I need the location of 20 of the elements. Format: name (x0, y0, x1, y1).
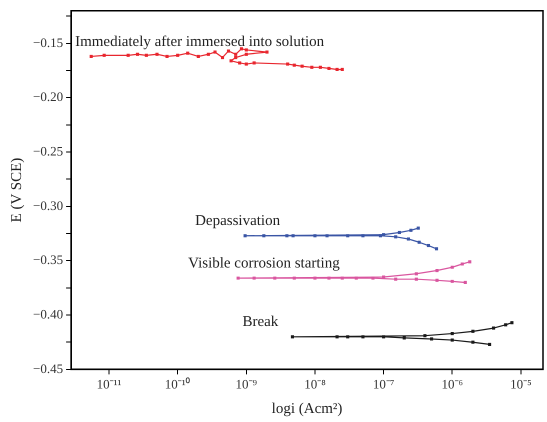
x-tick-label: 10⁻⁸ (304, 376, 326, 392)
y-tick-label: −0.40 (32, 306, 64, 322)
y-tick-label: −0.45 (32, 360, 64, 376)
y-tick-label: −0.35 (32, 252, 64, 268)
y-tick-label: −0.25 (32, 143, 64, 158)
x-tick-label: 10⁻⁵ (510, 376, 532, 392)
y-tick-label: −0.15 (32, 34, 64, 50)
series-label: Immediately after immersed into solution (75, 34, 325, 50)
x-tick-label: 10⁻¹⁰ (164, 376, 191, 392)
x-tick-label: 10⁻⁶ (441, 376, 464, 392)
y-tick-label: −0.30 (32, 198, 64, 213)
x-tick-label: 10⁻⁹ (236, 376, 258, 392)
x-tick-label: 10⁻⁷ (372, 376, 394, 392)
y-tick-label: −0.20 (32, 89, 64, 104)
x-tick-label: 10⁻¹¹ (96, 376, 122, 392)
series-label: Depassivation (195, 213, 281, 230)
y-axis-title: E (V SCE) (8, 158, 25, 222)
series-label: Break (242, 314, 279, 330)
series-label: Visible corrosion starting (188, 256, 340, 272)
x-axis-title: logi (Acm²) (272, 400, 342, 417)
